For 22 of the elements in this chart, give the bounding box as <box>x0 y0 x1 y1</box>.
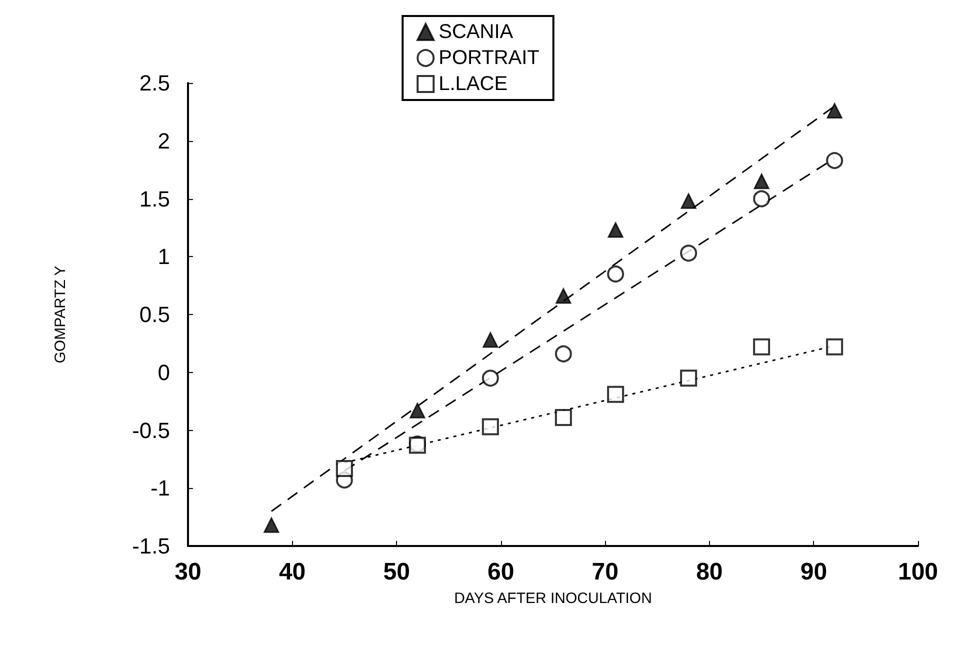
y-axis-title: GOMPARTZ Y <box>52 266 69 364</box>
y-tick-label: -1 <box>150 476 170 501</box>
legend-label: PORTRAIT <box>438 47 540 69</box>
y-tick-label: -1.5 <box>132 534 170 558</box>
y-tick-label: -0.5 <box>132 418 170 443</box>
x-tick-label: 50 <box>383 558 410 586</box>
x-tick-label: 70 <box>592 558 618 586</box>
legend-label: SCANIA <box>438 21 514 43</box>
x-tick-label: 60 <box>488 558 514 586</box>
legend-label: L.LACE <box>438 73 508 95</box>
x-tick-label: 30 <box>174 558 202 586</box>
y-tick-label: 1 <box>158 244 170 270</box>
x-axis-title: DAYS AFTER INOCULATION <box>454 590 652 607</box>
y-tick-label: 2.5 <box>139 70 170 96</box>
x-tick-label: 100 <box>898 558 938 586</box>
x-tick-label: 40 <box>278 558 306 586</box>
y-tick-label: 1.5 <box>139 186 170 212</box>
y-tick-label: 2 <box>158 128 170 154</box>
x-tick-label: 90 <box>800 558 828 586</box>
y-tick-label: 0 <box>158 360 170 385</box>
y-tick-label: 0.5 <box>139 302 170 327</box>
x-tick-label: 80 <box>696 558 723 586</box>
